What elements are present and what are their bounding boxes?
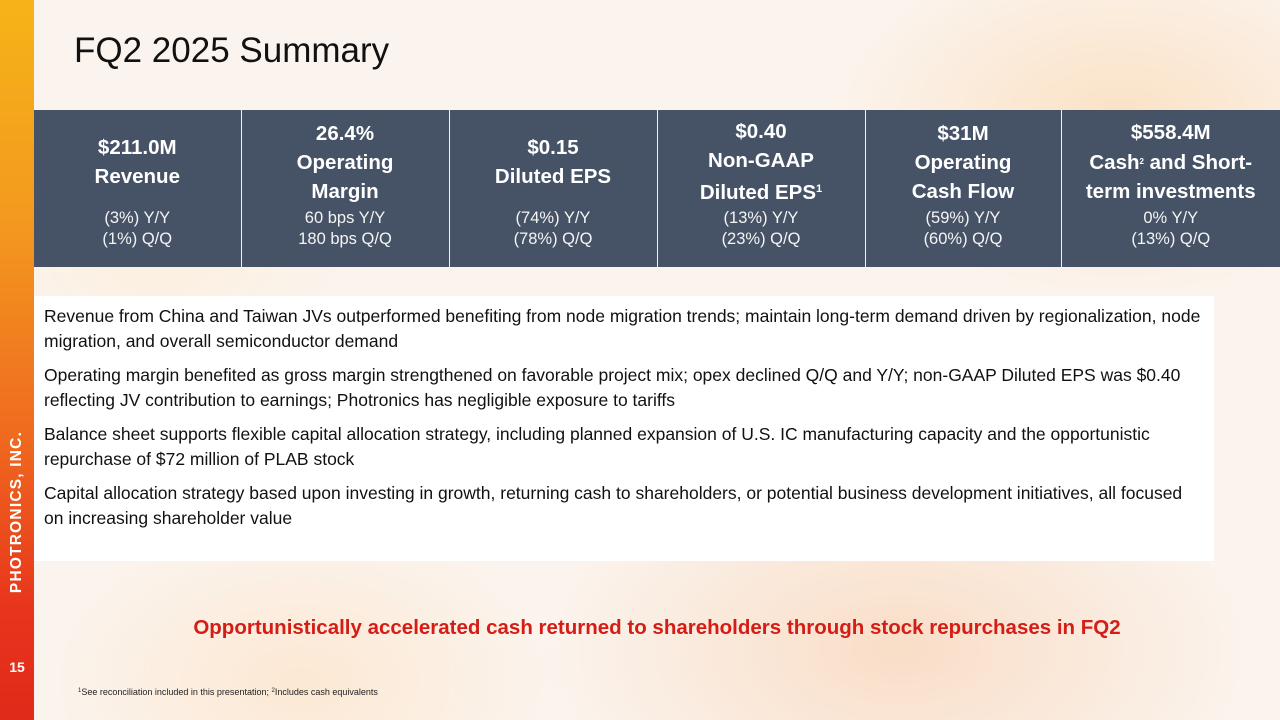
kpi-label: Revenue	[94, 165, 180, 188]
kpi-yoy: (3%) Y/Y	[104, 209, 171, 227]
footnote-marker: 1	[816, 183, 823, 195]
footnote-text: See reconciliation included in this pres…	[81, 687, 272, 697]
kpi-qoq: (78%) Q/Q	[513, 230, 593, 248]
commentary-item: Balance sheet supports flexible capital …	[44, 424, 1150, 469]
footnote-marker: 1	[78, 688, 82, 694]
commentary-item: Operating margin benefited as gross marg…	[44, 365, 1181, 410]
commentary-item: Capital allocation strategy based upon i…	[44, 483, 1183, 528]
kpi-label: Diluted EPS	[699, 181, 817, 204]
slide-title: FQ2 2025 Summary	[74, 31, 390, 70]
footnote-marker: 2	[271, 688, 275, 694]
footnote: 1See reconciliation included in this pre…	[78, 687, 378, 697]
kpi-value: 26.4%	[315, 121, 375, 145]
key-takeaway: Opportunistically accelerated cash retur…	[193, 616, 1121, 639]
kpi-yoy: (59%) Y/Y	[925, 209, 1001, 227]
brand-sidebar: PHOTRONICS, INC. 15	[0, 0, 34, 720]
kpi-non-gaap-diluted-eps: $0.40 Non-GAAP Diluted EPS1 (13%) Y/Y (2…	[656, 110, 865, 267]
kpi-label: Operating	[296, 150, 394, 174]
kpi-label-line: Diluted EPS1	[660, 175, 863, 207]
kpi-qoq: 180 bps Q/Q	[298, 230, 392, 248]
kpi-label: Cash Flow	[911, 179, 1015, 203]
kpi-cash-and-investments: $558.4M Cash2 and Short- term investment…	[1060, 110, 1280, 267]
kpi-label: Non-GAAP	[708, 149, 814, 172]
kpi-yoy: (13%) Y/Y	[723, 209, 799, 227]
commentary-item: Revenue from China and Taiwan JVs outper…	[44, 306, 1201, 351]
kpi-operating-margin: 26.4% Operating Margin 60 bps Y/Y 180 bp…	[240, 110, 449, 267]
kpi-revenue: $211.0M Revenue (3%) Y/Y (1%) Q/Q	[34, 110, 241, 267]
kpi-label: Cash	[1089, 151, 1140, 174]
kpi-qoq: (23%) Q/Q	[721, 230, 801, 248]
kpi-label-line: Cash2 and Short-	[1064, 147, 1279, 177]
footnote-text: Includes cash equivalents	[274, 687, 378, 697]
kpi-value: $0.40	[735, 120, 787, 143]
kpi-label: Diluted EPS	[494, 165, 612, 188]
kpi-qoq: (13%) Q/Q	[1131, 230, 1211, 248]
kpi-yoy: (74%) Y/Y	[515, 209, 591, 227]
kpi-operating-cash-flow: $31M Operating Cash Flow (59%) Y/Y (60%)…	[864, 110, 1061, 267]
kpi-value: $0.15	[527, 136, 579, 159]
kpi-value: $211.0M	[97, 136, 177, 159]
kpi-yoy: 60 bps Y/Y	[304, 209, 386, 227]
kpi-label: Margin	[311, 179, 379, 203]
kpi-qoq: (60%) Q/Q	[923, 230, 1003, 248]
kpi-label-suffix: and Short-	[1143, 151, 1253, 174]
kpi-value: $31M	[937, 121, 989, 145]
kpi-label: Operating	[914, 150, 1012, 174]
commentary-box: Revenue from China and Taiwan JVs outper…	[34, 296, 1214, 561]
kpi-diluted-eps: $0.15 Diluted EPS (74%) Y/Y (78%) Q/Q	[448, 110, 657, 267]
page-number: 15	[9, 659, 25, 675]
kpi-label: term investments	[1085, 180, 1256, 203]
company-name: PHOTRONICS, INC.	[8, 430, 25, 594]
kpi-value: $558.4M	[1130, 121, 1211, 144]
footnote-marker: 2	[1139, 157, 1144, 166]
kpi-qoq: (1%) Q/Q	[102, 230, 173, 248]
kpi-yoy: 0% Y/Y	[1143, 209, 1199, 227]
kpi-summary-table: $211.0M Revenue (3%) Y/Y (1%) Q/Q 26.4% …	[34, 110, 1280, 267]
